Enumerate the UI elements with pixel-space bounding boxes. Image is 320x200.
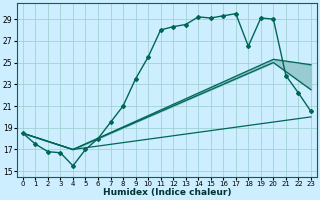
X-axis label: Humidex (Indice chaleur): Humidex (Indice chaleur) (103, 188, 231, 197)
